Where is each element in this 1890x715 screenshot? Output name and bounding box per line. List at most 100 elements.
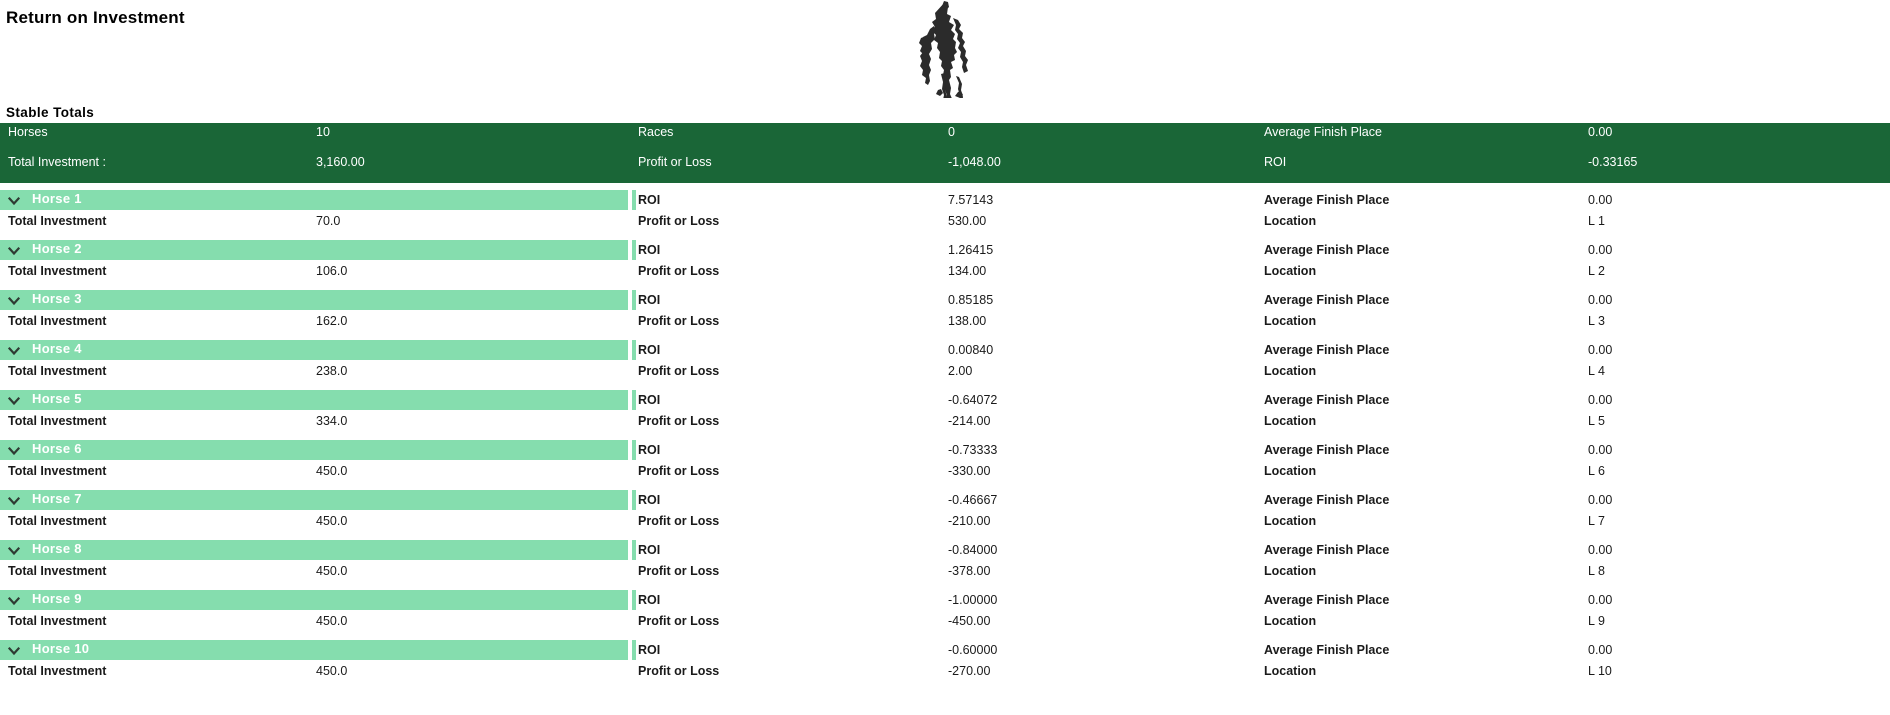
horse-header-row[interactable]: Horse 2 ROI 1.26415 Average Finish Place 0.0… [0,240,1890,260]
row-accent-stripe [632,390,636,410]
row-accent-stripe [632,640,636,660]
row-spacer [0,582,1890,590]
horse-header-row[interactable]: Horse 7 ROI -0.46667 Average Finish Place 0.… [0,490,1890,510]
horse-profit-loss-value: 134.00 [948,264,987,278]
horse-name-label: Horse 1 [32,191,82,206]
row-spacer [0,632,1890,640]
horse-investment-value: 334.0 [316,414,348,428]
horse-detail-row: Total Investment 70.0 Profit or Loss 530.00… [0,210,1890,232]
horse-investment-value: 450.0 [316,564,348,578]
horse-investment-label: Total Investment [8,364,107,378]
horse-name-band[interactable] [0,640,628,660]
horse-location-value: L 7 [1588,514,1605,528]
horse-profit-loss-label: Profit or Loss [638,614,720,628]
horse-roi-value: 0.85185 [948,293,994,307]
row-accent-stripe [632,490,636,510]
stable-totals-row: Horses 10 Races 0 Average Finish Place 0… [0,123,1890,153]
horse-header-row[interactable]: Horse 10 ROI -0.60000 Average Finish Place 0… [0,640,1890,660]
horse-name-label: Horse 9 [32,591,82,606]
horse-detail-row: Total Investment 450.0 Profit or Loss -378.… [0,560,1890,582]
row-accent-stripe [632,290,636,310]
totals-roi-value: -0.33165 [1588,155,1638,169]
horse-header-row[interactable]: Horse 9 ROI -1.00000 Average Finish Place 0.… [0,590,1890,610]
chevron-down-icon[interactable] [7,344,21,356]
horse-avg-finish-value: 0.00 [1588,493,1613,507]
totals-investment-label: Total Investment : [8,155,106,169]
horse-name-label: Horse 6 [32,441,82,456]
horse-location-label: Location [1264,214,1317,228]
horse-name-label: Horse 5 [32,391,82,406]
horse-location-label: Location [1264,614,1317,628]
horse-investment-label: Total Investment [8,264,107,278]
horse-investment-label: Total Investment [8,464,107,478]
chevron-down-icon[interactable] [7,194,21,206]
chevron-down-icon[interactable] [7,644,21,656]
chevron-down-icon[interactable] [7,294,21,306]
chevron-down-icon[interactable] [7,494,21,506]
horse-header-row[interactable]: Horse 8 ROI -0.84000 Average Finish Place 0.… [0,540,1890,560]
horse-detail-row: Total Investment 450.0 Profit or Loss -210.… [0,510,1890,532]
horse-roi-label: ROI [638,593,661,607]
horse-detail-row: Total Investment 162.0 Profit or Loss 138.0… [0,310,1890,332]
horse-name-band[interactable] [0,440,628,460]
horse-investment-label: Total Investment [8,614,107,628]
horse-header-row[interactable]: Horse 5 ROI -0.64072 Average Finish Place 0.… [0,390,1890,410]
horse-roi-label: ROI [638,393,661,407]
section-title: Stable Totals [6,105,95,120]
horse-location-label: Location [1264,314,1317,328]
horse-location-value: L 2 [1588,264,1605,278]
horse-investment-label: Total Investment [8,414,107,428]
horse-location-label: Location [1264,514,1317,528]
horse-investment-value: 70.0 [316,214,341,228]
horse-header-row[interactable]: Horse 4 ROI 0.00840 Average Finish Place 0.0… [0,340,1890,360]
horse-profit-loss-value: -330.00 [948,464,991,478]
totals-races-value: 0 [948,125,955,139]
horse-group: Horse 1 ROI 7.57143 Average Finish Place 0.0… [0,190,1890,232]
chevron-down-icon[interactable] [7,594,21,606]
horse-roi-value: -0.60000 [948,643,998,657]
horse-location-value: L 8 [1588,564,1605,578]
stable-totals-row: Total Investment : 3,160.00 Profit or Lo… [0,153,1890,183]
horse-avg-finish-label: Average Finish Place [1264,493,1390,507]
horse-profit-loss-label: Profit or Loss [638,514,720,528]
horse-roi-label: ROI [638,293,661,307]
horse-profit-loss-value: 530.00 [948,214,987,228]
horse-name-band[interactable] [0,590,628,610]
horse-profit-loss-label: Profit or Loss [638,364,720,378]
horse-header-row[interactable]: Horse 3 ROI 0.85185 Average Finish Place 0.0… [0,290,1890,310]
totals-investment-value: 3,160.00 [316,155,365,169]
horse-avg-finish-value: 0.00 [1588,593,1613,607]
row-spacer [0,432,1890,440]
horse-roi-value: 1.26415 [948,243,994,257]
row-spacer [0,332,1890,340]
horse-investment-value: 450.0 [316,514,348,528]
chevron-down-icon[interactable] [7,244,21,256]
horse-roi-label: ROI [638,443,661,457]
chevron-down-icon[interactable] [7,444,21,456]
totals-horses-value: 10 [316,125,330,139]
totals-horses-label: Horses [8,125,48,139]
horse-name-band[interactable] [0,340,628,360]
horse-investment-value: 450.0 [316,464,348,478]
chevron-down-icon[interactable] [7,544,21,556]
horse-name-band[interactable] [0,390,628,410]
totals-roi-label: ROI [1264,155,1287,169]
horse-location-value: L 5 [1588,414,1605,428]
horse-name-band[interactable] [0,240,628,260]
horse-name-band[interactable] [0,540,628,560]
horse-profit-loss-label: Profit or Loss [638,264,720,278]
horse-header-row[interactable]: Horse 1 ROI 7.57143 Average Finish Place 0.0… [0,190,1890,210]
horse-name-band[interactable] [0,290,628,310]
horse-roi-value: -1.00000 [948,593,998,607]
horse-detail-row: Total Investment 334.0 Profit or Loss -214.… [0,410,1890,432]
row-accent-stripe [632,540,636,560]
horse-roi-value: 0.00840 [948,343,994,357]
horse-name-band[interactable] [0,490,628,510]
horse-avg-finish-value: 0.00 [1588,193,1613,207]
horse-investment-value: 238.0 [316,364,348,378]
chevron-down-icon[interactable] [7,394,21,406]
row-accent-stripe [632,590,636,610]
horse-header-row[interactable]: Horse 6 ROI -0.73333 Average Finish Place 0.… [0,440,1890,460]
horse-investment-label: Total Investment [8,514,107,528]
horse-name-band[interactable] [0,190,628,210]
